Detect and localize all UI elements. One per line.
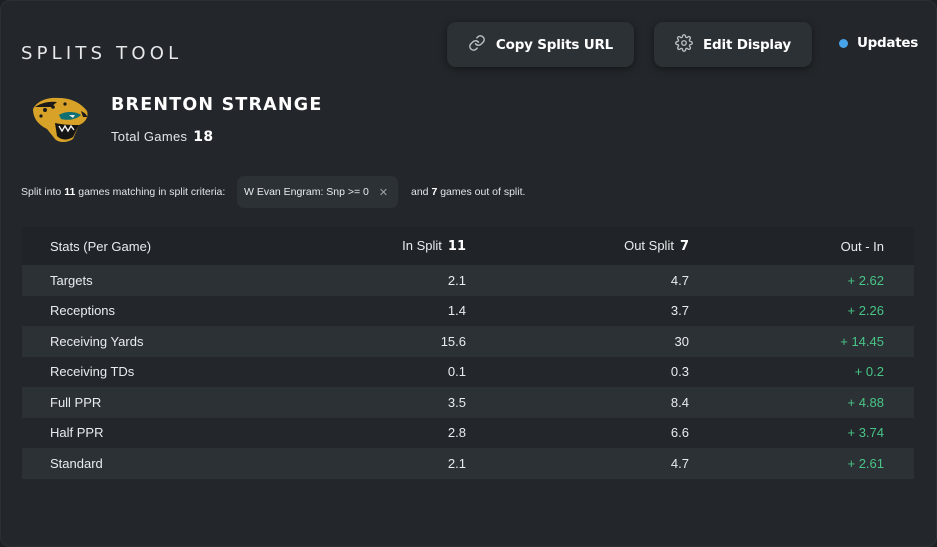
table-row: Receiving TDs 0.1 0.3 + 0.2 [22,356,914,387]
stat-name: Receptions [50,303,116,319]
header-out-minus-in[interactable]: Out - In [840,238,884,254]
updates-link[interactable]: Updates [839,35,918,51]
split-prefix: Split into [21,186,62,198]
stat-name: Full PPR [50,394,102,410]
split-after-prefix: and [411,186,429,198]
edit-display-label: Edit Display [703,36,791,53]
total-games-count: 18 [193,129,214,145]
jaguar-logo [29,95,91,145]
header-out-split[interactable]: Out Split 7 [466,227,689,265]
out-split-value: 30 [674,333,689,349]
header-out-split-count: 7 [679,239,689,254]
copy-splits-url-button[interactable]: Copy Splits URL [447,22,634,67]
diff-value: + 3.74 [847,425,884,441]
in-split-value: 1.4 [447,303,466,319]
in-split-value: 15.6 [440,333,466,349]
copy-splits-url-label: Copy Splits URL [495,36,614,53]
table-row: Full PPR 3.5 8.4 + 4.88 [22,387,914,418]
out-split-value: 8.4 [670,394,689,410]
player-name: BRENTON STRANGE [111,95,323,115]
link-icon [468,34,486,56]
table-row: Standard 2.1 4.7 + 2.61 [22,448,914,479]
split-out-count: 7 [431,186,438,198]
stat-name: Receiving Yards [50,333,144,349]
stat-name: Receiving TDs [50,364,135,380]
diff-value: + 0.2 [854,364,884,380]
out-split-value: 4.7 [670,272,689,288]
table-row: Receptions 1.4 3.7 + 2.26 [22,295,914,326]
in-split-value: 2.1 [447,272,466,288]
stat-name: Targets [50,272,93,288]
total-games: Total Games 18 [111,129,213,145]
table-row: Half PPR 2.8 6.6 + 3.74 [22,417,914,448]
out-split-value: 4.7 [670,455,689,471]
gear-icon [675,33,693,56]
page-title: SPLITS TOOL [21,43,183,64]
table-header-row: Stats (Per Game) In Split 11 Out Split 7 O… [22,227,914,265]
header-stats[interactable]: Stats (Per Game) [50,238,152,254]
updates-indicator-dot [839,38,848,48]
split-summary: Split into 11 games matching in split cr… [21,186,225,198]
in-split-value: 2.8 [447,425,466,441]
out-split-value: 0.3 [670,364,689,380]
diff-value: + 4.88 [847,394,884,410]
table-row: Targets 2.1 4.7 + 2.62 [22,265,914,296]
stat-name: Standard [50,455,103,471]
diff-value: + 14.45 [840,333,884,349]
table-row: Receiving Yards 15.6 30 + 14.45 [22,326,914,357]
split-criteria-chip[interactable]: W Evan Engram: Snp >= 0 ✕ [237,176,398,208]
diff-value: + 2.62 [847,272,884,288]
splits-table: Stats (Per Game) In Split 11 Out Split 7 O… [22,227,914,479]
header-in-split-count: 11 [447,239,466,254]
diff-value: + 2.26 [847,303,884,319]
split-criteria-label: W Evan Engram: Snp >= 0 [244,186,369,198]
split-after-suffix: games out of split. [440,186,526,198]
split-out-summary: and 7 games out of split. [411,186,525,198]
updates-label: Updates [857,35,918,51]
header-in-split[interactable]: In Split 11 [270,227,466,265]
edit-display-button[interactable]: Edit Display [654,22,812,67]
in-split-value: 0.1 [447,364,466,380]
out-split-value: 3.7 [670,303,689,319]
in-split-value: 2.1 [447,455,466,471]
stat-name: Half PPR [50,425,104,441]
out-split-value: 6.6 [670,425,689,441]
header-in-split-label: In Split [402,238,442,253]
diff-value: + 2.61 [847,455,884,471]
header-out-split-label: Out Split [624,238,674,253]
close-icon[interactable]: ✕ [378,186,389,199]
total-games-label: Total Games [111,129,188,144]
split-in-count: 11 [64,186,76,198]
in-split-value: 3.5 [447,394,466,410]
split-middle-text: games matching in split criteria: [78,186,226,198]
